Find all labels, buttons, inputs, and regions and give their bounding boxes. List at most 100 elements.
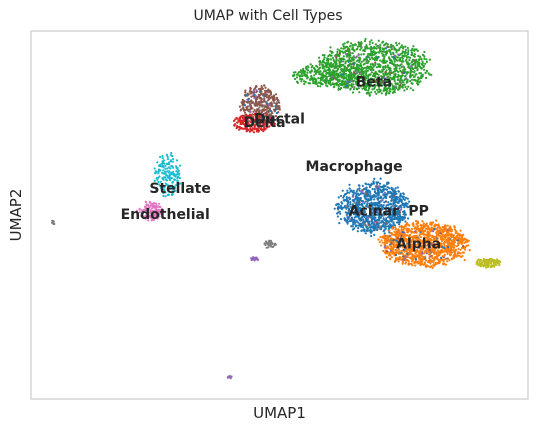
scatter-point [483, 258, 486, 261]
scatter-point [352, 44, 355, 47]
scatter-point [385, 250, 388, 253]
scatter-point [380, 244, 383, 247]
scatter-point [408, 224, 411, 227]
scatter-point [259, 124, 262, 127]
scatter-point [468, 249, 471, 252]
scatter-point [390, 245, 393, 248]
scatter-point [335, 72, 338, 75]
scatter-point [312, 80, 315, 83]
scatter-point [378, 191, 381, 194]
scatter-point [385, 225, 388, 228]
scatter-point [238, 105, 241, 108]
scatter-point [420, 57, 423, 60]
scatter-point [303, 82, 306, 86]
scatter-point [348, 78, 351, 81]
scatter-point [370, 219, 373, 222]
scatter-point [243, 124, 246, 127]
scatter-point [259, 104, 262, 107]
scatter-point [453, 226, 456, 229]
scatter-point [422, 65, 425, 69]
scatter-point [404, 51, 407, 55]
scatter-point [404, 255, 407, 258]
scatter-point [356, 74, 360, 77]
scatter-point [364, 82, 367, 85]
scatter-point [388, 66, 391, 69]
scatter-point [243, 111, 247, 114]
scatter-point [367, 198, 370, 201]
scatter-point [249, 89, 252, 92]
scatter-point [327, 58, 330, 61]
scatter-point [336, 50, 339, 54]
scatter-point [403, 217, 406, 220]
scatter-point [391, 193, 394, 196]
scatter-point [386, 186, 389, 189]
scatter-point [374, 43, 377, 46]
scatter-point [455, 230, 458, 233]
scatter-point [388, 87, 392, 90]
scatter-point [343, 83, 346, 86]
scatter-point [359, 48, 362, 51]
scatter-point [382, 61, 385, 65]
scatter-point [446, 257, 449, 260]
scatter-point [164, 172, 167, 175]
scatter-point [376, 84, 379, 87]
scatter-point [337, 75, 340, 78]
scatter-point [383, 88, 386, 91]
scatter-point [317, 77, 320, 80]
scatter-point [461, 239, 464, 242]
scatter-point [348, 63, 351, 66]
scatter-point [459, 252, 462, 255]
scatter-point [413, 70, 416, 73]
scatter-point [363, 223, 366, 226]
scatter-point [457, 247, 460, 250]
scatter-point [377, 224, 380, 227]
scatter-point [313, 74, 316, 77]
scatter-point [336, 69, 339, 72]
scatter-point [425, 76, 428, 80]
scatter-point [390, 239, 393, 242]
scatter-point [401, 74, 404, 77]
scatter-point [428, 227, 431, 230]
scatter-point [371, 66, 374, 69]
scatter-point [392, 222, 395, 225]
scatter-point [402, 225, 405, 229]
scatter-point [249, 125, 252, 128]
scatter-point [265, 126, 268, 129]
scatter-point [360, 46, 363, 49]
scatter-point [406, 71, 409, 74]
scatter-point [373, 188, 376, 191]
scatter-point [368, 190, 371, 194]
scatter-point [439, 232, 442, 235]
scatter-point [385, 87, 388, 90]
scatter-point [417, 58, 421, 62]
scatter-point [379, 46, 382, 49]
scatter-point [403, 198, 406, 201]
scatter-point [355, 67, 358, 70]
scatter-point [467, 244, 470, 247]
scatter-point [430, 260, 433, 263]
scatter-point [314, 69, 317, 72]
scatter-point [423, 50, 426, 54]
scatter-point [294, 71, 297, 74]
scatter-point [349, 59, 352, 63]
scatter-point [391, 62, 394, 65]
scatter-point [385, 183, 389, 186]
scatter-point [418, 257, 421, 260]
scatter-point [399, 211, 402, 214]
scatter-point [341, 80, 344, 83]
scatter-point [454, 255, 458, 258]
scatter-point [306, 71, 309, 74]
scatter-point [389, 257, 392, 261]
scatter-point [394, 85, 397, 88]
scatter-point [404, 74, 407, 77]
scatter-point [485, 262, 488, 265]
scatter-point [348, 58, 351, 61]
scatter-point [250, 258, 253, 262]
scatter-point [169, 160, 172, 163]
scatter-point [399, 69, 402, 72]
scatter-point [323, 79, 326, 82]
scatter-point [161, 162, 164, 165]
scatter-point [243, 104, 246, 107]
scatter-point [316, 69, 319, 72]
scatter-point [490, 260, 493, 263]
